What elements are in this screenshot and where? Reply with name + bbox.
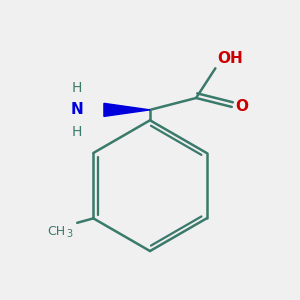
Text: O: O [235,99,248,114]
Text: 3: 3 [66,229,72,239]
Text: H: H [72,81,83,95]
Text: OH: OH [217,51,243,66]
Polygon shape [104,103,150,116]
Text: H: H [72,125,83,139]
Text: N: N [71,102,84,117]
Text: CH: CH [47,225,65,238]
